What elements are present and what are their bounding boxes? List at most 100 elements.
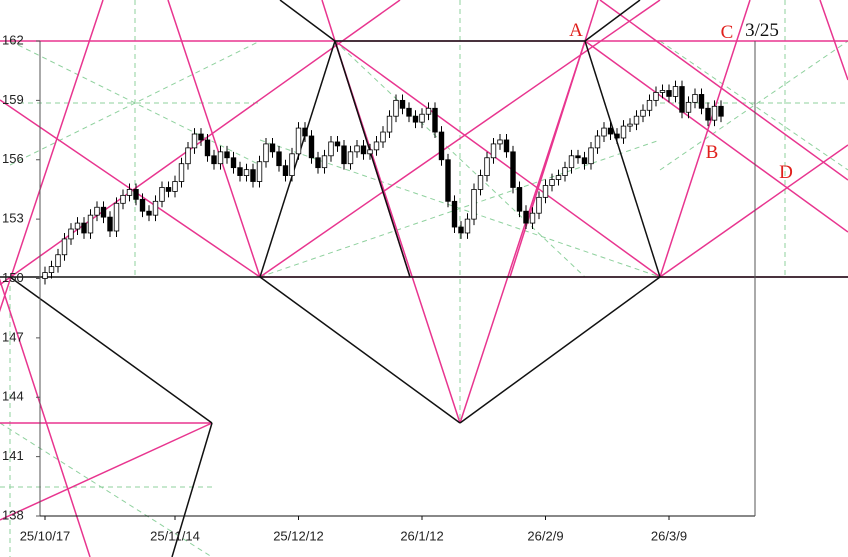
- x-tick-label: 25/11/14: [150, 528, 200, 543]
- candle-body: [386, 115, 393, 133]
- candle-body: [679, 86, 685, 113]
- candle-body: [191, 133, 198, 149]
- candle-body: [646, 99, 653, 111]
- candle-body: [289, 153, 295, 176]
- black-line: [334, 40, 411, 278]
- candle-body: [685, 101, 692, 113]
- candle-body: [107, 216, 113, 232]
- candle-body: [633, 115, 640, 125]
- candle-body: [295, 127, 302, 155]
- pink-line: [659, 0, 751, 278]
- candle-body: [256, 161, 263, 182]
- candle-body: [198, 133, 204, 141]
- candle-body: [308, 135, 315, 159]
- black-line: [259, 40, 336, 278]
- candle-body: [269, 143, 276, 153]
- candle-body: [165, 187, 172, 192]
- candle-body: [354, 145, 360, 153]
- annotation: C: [721, 22, 734, 43]
- black-line: [459, 276, 661, 424]
- y-tick-label: 150: [2, 270, 24, 285]
- candle-body: [692, 94, 698, 103]
- candle-body: [302, 127, 308, 137]
- candle-body: [120, 194, 126, 204]
- candle-body: [341, 145, 347, 165]
- candle-body: [211, 155, 217, 165]
- candle-body: [640, 109, 646, 117]
- candle-body: [718, 105, 724, 117]
- candle-body: [146, 210, 152, 216]
- black-line: [9, 276, 213, 424]
- black-line: [279, 0, 336, 42]
- candle-body: [659, 90, 666, 93]
- candle-body: [360, 145, 367, 155]
- y-tick-label: 153: [2, 211, 24, 226]
- candle-body: [471, 189, 477, 220]
- candle-body: [315, 157, 321, 169]
- annotation: B: [706, 142, 719, 163]
- candle-body: [581, 157, 588, 165]
- candle-body: [711, 105, 718, 121]
- annotation: A: [569, 20, 583, 41]
- candle-body: [399, 99, 406, 109]
- candle-body: [328, 141, 334, 157]
- candle-body: [549, 179, 555, 186]
- y-tick-label: 162: [2, 32, 24, 47]
- candle-body: [321, 155, 328, 169]
- candle-body: [607, 127, 614, 135]
- candle-body: [126, 189, 133, 196]
- candle-body: [516, 187, 523, 212]
- pink-line: [334, 40, 661, 278]
- candle-body: [588, 147, 594, 165]
- x-tick-label: 26/3/9: [651, 528, 687, 543]
- x-tick-label: 26/2/9: [527, 528, 563, 543]
- candle-body: [217, 151, 224, 165]
- candle-body: [620, 125, 627, 139]
- candle-body: [224, 151, 230, 159]
- candle-body: [94, 206, 100, 216]
- candle-body: [237, 167, 243, 176]
- candle-body: [81, 222, 87, 234]
- pink-line: [0, 0, 401, 286]
- candle-body: [497, 139, 503, 145]
- candle-body: [87, 214, 94, 234]
- black-line: [584, 0, 641, 42]
- candle-body: [419, 113, 425, 123]
- candle-body: [230, 157, 237, 169]
- candle-body: [393, 99, 399, 117]
- x-tick-label: 25/10/17: [20, 528, 71, 543]
- candle-body: [451, 200, 458, 228]
- pink-line: [819, 0, 848, 81]
- candle-body: [185, 147, 191, 165]
- candle-body: [139, 198, 146, 212]
- x-tick-label: 25/12/12: [273, 528, 324, 543]
- candle-body: [276, 151, 282, 167]
- candle-body: [406, 107, 412, 117]
- candle-body: [172, 181, 178, 192]
- candle-body: [529, 212, 536, 224]
- y-tick-label: 159: [2, 92, 24, 107]
- candle-body: [477, 175, 484, 190]
- candle-body: [282, 165, 289, 176]
- pink-line: [509, 0, 599, 278]
- candle-body: [523, 210, 529, 224]
- pink-line: [599, 0, 848, 181]
- candle-body: [653, 92, 659, 101]
- candle-body: [133, 189, 139, 200]
- candle-body: [575, 155, 581, 159]
- candle-body: [562, 167, 568, 176]
- candle-body: [55, 254, 61, 268]
- y-tick-label: 138: [2, 507, 24, 522]
- candle-body: [250, 169, 256, 182]
- candle-body: [204, 139, 211, 157]
- y-tick-label: 144: [2, 389, 24, 404]
- candle-body: [347, 151, 354, 165]
- candle-body: [510, 151, 516, 188]
- candle-body: [152, 200, 159, 216]
- x-tick-label: 26/1/12: [400, 528, 443, 543]
- pink-line: [659, 144, 848, 278]
- candle-body: [243, 169, 250, 176]
- candle-body: [555, 175, 562, 180]
